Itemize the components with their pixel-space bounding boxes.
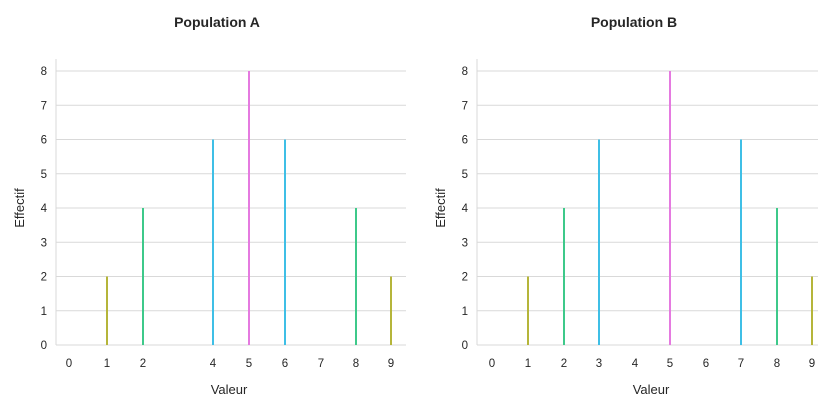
y-tick-label: 1 [462,306,468,318]
y-tick-label: 8 [462,66,468,78]
bar [212,139,214,345]
x-tick-label: 2 [140,358,146,370]
x-tick-label: 6 [703,358,709,370]
x-tick-label: 7 [318,358,324,370]
bar [563,208,565,345]
y-tick-label: 7 [41,100,47,112]
x-tick-label: 3 [596,358,602,370]
y-tick-label: 2 [41,272,47,284]
bar [106,276,108,345]
x-axis-label: Valeur [211,382,248,396]
y-tick-label: 5 [462,169,468,181]
x-tick-label: 9 [809,358,815,370]
y-tick-label: 4 [41,203,48,215]
y-tick-label: 3 [41,237,47,249]
chart-title: Population A [174,14,260,30]
y-tick-label: 5 [41,169,47,181]
bar [284,139,286,345]
x-tick-label: 2 [561,358,567,370]
bar [390,276,392,345]
x-tick-label: 4 [632,358,639,370]
x-tick-label: 5 [246,358,252,370]
x-tick-label: 7 [738,358,744,370]
x-tick-label: 6 [282,358,288,370]
y-tick-label: 2 [462,272,468,284]
chart-title: Population B [591,14,677,30]
bar [248,71,250,345]
x-tick-label: 8 [353,358,359,370]
y-tick-label: 0 [41,340,47,352]
x-tick-label: 9 [388,358,394,370]
y-tick-label: 6 [41,135,47,147]
x-tick-label: 4 [210,358,217,370]
x-tick-label: 5 [667,358,673,370]
y-axis-label: Effectif [433,188,448,228]
bar [355,208,357,345]
x-tick-label: 0 [66,358,72,370]
bar [811,276,813,345]
x-tick-label: 0 [489,358,495,370]
y-tick-label: 4 [462,203,469,215]
y-tick-label: 7 [462,100,468,112]
y-tick-label: 1 [41,306,47,318]
y-tick-label: 8 [41,66,47,78]
bar [669,71,671,345]
bar [142,208,144,345]
bar [776,208,778,345]
y-tick-label: 3 [462,237,468,249]
bar [598,139,600,345]
y-tick-label: 6 [462,135,468,147]
bar [527,276,529,345]
x-axis-label: Valeur [633,382,670,396]
x-tick-label: 1 [104,358,110,370]
x-tick-label: 8 [774,358,780,370]
y-tick-label: 0 [462,340,468,352]
x-tick-label: 1 [525,358,531,370]
bar [740,139,742,345]
y-axis-label: Effectif [12,188,27,228]
